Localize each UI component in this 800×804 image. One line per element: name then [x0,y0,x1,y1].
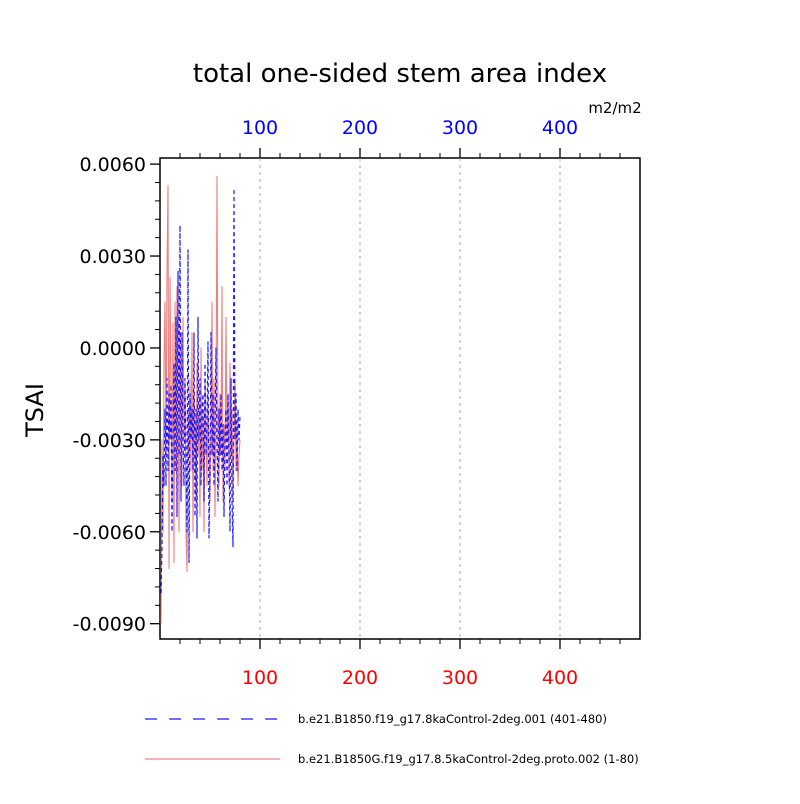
x-tick-label-bottom-2: 300 [442,667,478,689]
y-tick-label-1: 0.0030 [80,246,146,268]
legend: b.e21.B1850.f19_g17.8kaControl-2deg.001 … [145,712,639,766]
x-tick-label-bottom-1: 200 [342,667,378,689]
x-tick-label-top-3: 400 [542,117,578,139]
y-tick-label-2: 0.0000 [80,338,146,360]
series-lines [160,175,241,624]
grid-lines [259,158,561,639]
y-tick-label-3: -0.0030 [73,430,146,452]
y-axis-label: TSAI [21,383,49,438]
axis-ticks: 100 100 200 200 300 300 400 400 0.0060 0.0030 0.00… [73,117,621,689]
legend-label-series-2: b.e21.B1850G.f19_g17.8.5kaControl-2deg.p… [298,752,639,766]
x-tick-label-top-0: 100 [242,117,278,139]
legend-label-series-1: b.e21.B1850.f19_g17.8kaControl-2deg.001 … [298,712,607,726]
x-tick-label-bottom-3: 400 [542,667,578,689]
units-label: m2/m2 [588,99,641,117]
series-line-2 [160,175,241,624]
plot-area [159,157,641,640]
series-line-1 [160,188,241,594]
y-tick-label-0: 0.0060 [80,154,146,176]
x-tick-label-bottom-0: 100 [242,667,278,689]
x-tick-label-top-2: 300 [442,117,478,139]
y-tick-label-5: -0.0090 [73,614,146,636]
x-tick-label-top-1: 200 [342,117,378,139]
chart-title: total one-sided stem area index [193,59,607,89]
y-tick-label-4: -0.0060 [73,522,146,544]
